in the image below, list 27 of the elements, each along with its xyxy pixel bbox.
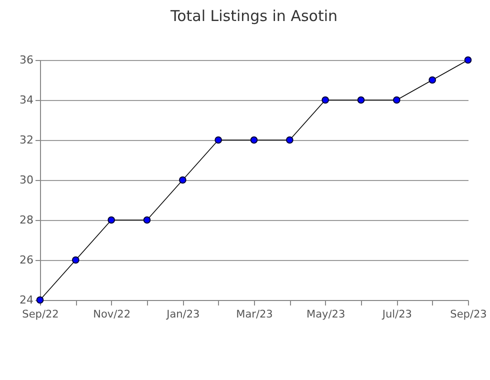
point	[357, 96, 365, 104]
point	[143, 216, 151, 224]
point	[393, 96, 400, 104]
y-tick-label: 28	[20, 214, 34, 226]
x-tick-label: Jan/23	[166, 308, 200, 320]
x-tick-label: Sep/22	[22, 308, 59, 320]
x-tick-label: Mar/23	[236, 308, 273, 320]
point	[179, 176, 186, 184]
x-tick-label: Sep/23	[450, 308, 487, 320]
point	[428, 76, 436, 84]
point	[72, 256, 80, 264]
y-tick-label: 30	[20, 174, 34, 186]
chart-title: Total Listings in Asotin	[169, 7, 338, 25]
point	[250, 136, 258, 144]
x-tick-label: Jul/23	[381, 308, 412, 320]
point	[214, 136, 222, 144]
y-tick-label: 36	[20, 54, 34, 66]
point	[108, 216, 115, 224]
point	[322, 96, 329, 104]
y-tick-label: 24	[20, 294, 34, 306]
point	[464, 56, 472, 64]
y-tick-label: 32	[20, 134, 34, 146]
point	[286, 136, 294, 144]
y-tick-label: 34	[20, 94, 34, 106]
y-tick-label: 26	[20, 254, 34, 266]
x-tick-label: May/23	[306, 308, 346, 320]
x-tick-label: Nov/22	[93, 308, 131, 320]
